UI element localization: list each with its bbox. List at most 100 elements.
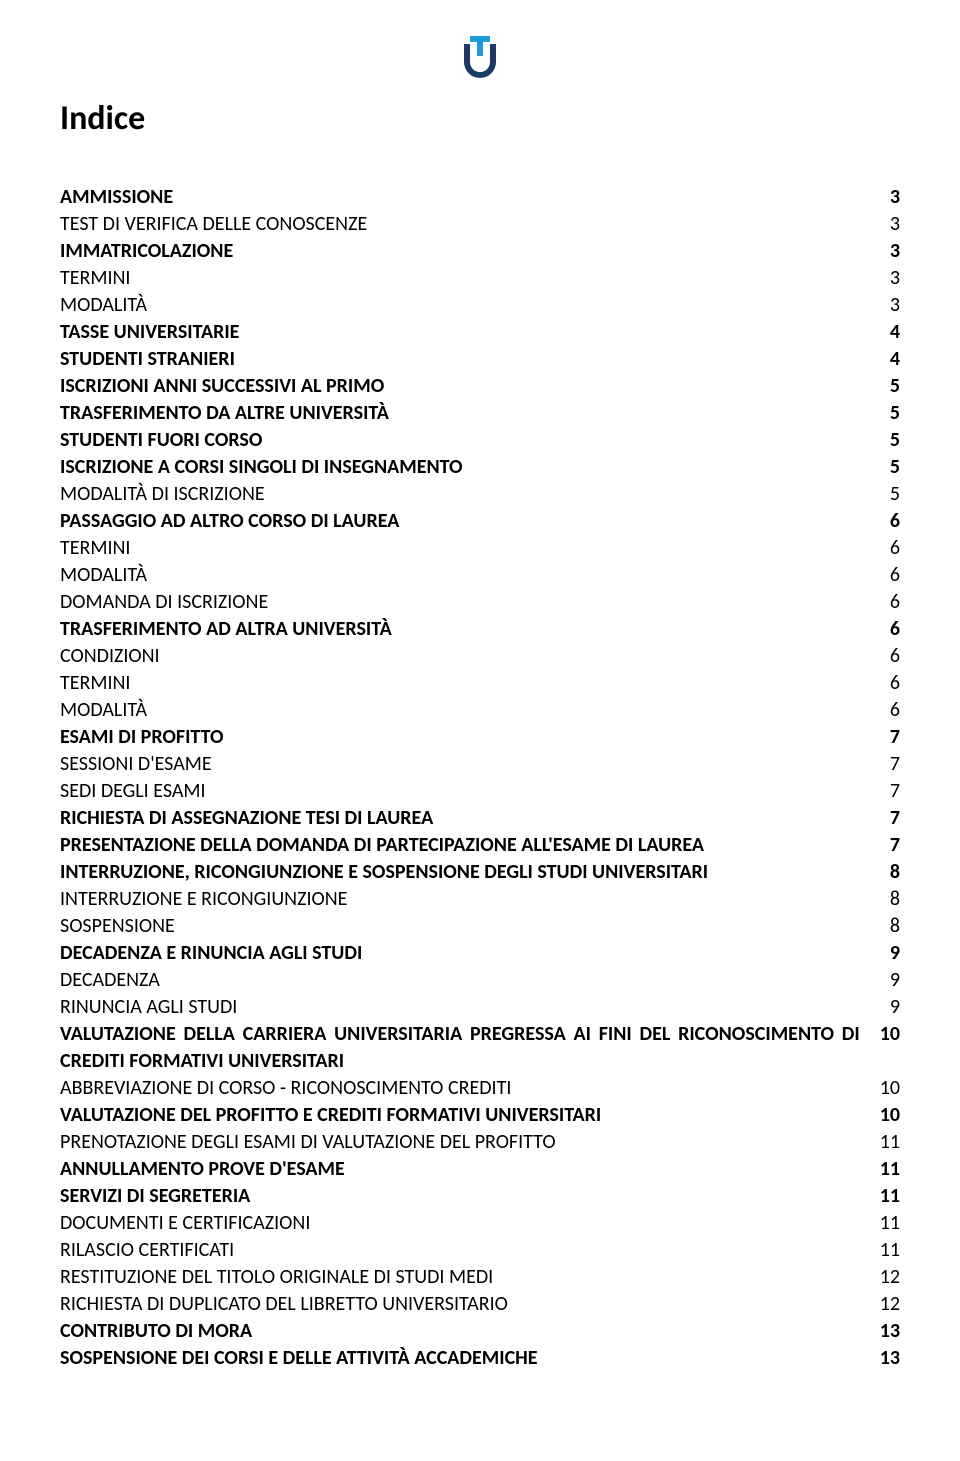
toc-entry-page: 7	[890, 778, 900, 805]
toc-entry-label: CONDIZIONI	[60, 643, 890, 670]
toc-entry: RINUNCIA AGLI STUDI9	[60, 994, 900, 1021]
toc-entry-page: 6	[890, 562, 900, 589]
toc-entry-label: RINUNCIA AGLI STUDI	[60, 994, 890, 1021]
toc-entry: MODALITÀ DI ISCRIZIONE5	[60, 481, 900, 508]
toc-entry-page: 6	[890, 670, 900, 697]
toc-entry: TERMINI6	[60, 670, 900, 697]
toc-entry: TEST DI VERIFICA DELLE CONOSCENZE3	[60, 211, 900, 238]
toc-entry: DOCUMENTI E CERTIFICAZIONI11	[60, 1210, 900, 1237]
toc-entry-page: 3	[890, 184, 900, 211]
toc-entry: SERVIZI DI SEGRETERIA11	[60, 1183, 900, 1210]
header-logo-wrap	[60, 30, 900, 78]
toc-entry-page: 13	[880, 1318, 900, 1345]
toc-entry-page: 7	[890, 724, 900, 751]
toc-entry-label: DECADENZA	[60, 967, 890, 994]
toc-entry-label: RILASCIO CERTIFICATI	[60, 1237, 880, 1264]
toc-entry: INTERRUZIONE E RICONGIUNZIONE8	[60, 886, 900, 913]
toc-entry-label: ABBREVIAZIONE DI CORSO - RICONOSCIMENTO …	[60, 1075, 880, 1102]
toc-entry: MODALITÀ6	[60, 697, 900, 724]
toc-entry-label: DOMANDA DI ISCRIZIONE	[60, 589, 890, 616]
toc-entry: TASSE UNIVERSITARIE4	[60, 319, 900, 346]
toc-entry: SOSPENSIONE DEI CORSI E DELLE ATTIVITÀ A…	[60, 1345, 900, 1372]
toc-entry-page: 5	[890, 481, 900, 508]
toc-entry: RESTITUZIONE DEL TITOLO ORIGINALE DI STU…	[60, 1264, 900, 1291]
toc-entry: ABBREVIAZIONE DI CORSO - RICONOSCIMENTO …	[60, 1075, 900, 1102]
toc-entry: DECADENZA9	[60, 967, 900, 994]
toc-entry-page: 7	[890, 751, 900, 778]
toc-entry-label: TRASFERIMENTO DA ALTRE UNIVERSITÀ	[60, 400, 890, 427]
toc-entry: ISCRIZIONE A CORSI SINGOLI DI INSEGNAMEN…	[60, 454, 900, 481]
toc-entry-page: 10	[880, 1075, 900, 1102]
toc-entry: SESSIONI D'ESAME7	[60, 751, 900, 778]
toc-entry-page: 12	[880, 1264, 900, 1291]
toc-entry-page: 10	[880, 1021, 900, 1048]
page-title: Indice	[60, 98, 900, 139]
toc-entry: PASSAGGIO AD ALTRO CORSO DI LAUREA6	[60, 508, 900, 535]
toc-entry-page: 11	[880, 1183, 900, 1210]
toc-entry: TERMINI6	[60, 535, 900, 562]
toc-entry: RICHIESTA DI ASSEGNAZIONE TESI DI LAUREA…	[60, 805, 900, 832]
toc-entry-label: MODALITÀ	[60, 697, 890, 724]
toc-entry-label: PRENOTAZIONE DEGLI ESAMI DI VALUTAZIONE …	[60, 1129, 880, 1156]
toc-entry-label: TERMINI	[60, 265, 890, 292]
toc-entry-page: 9	[890, 940, 900, 967]
toc-entry: VALUTAZIONE DELLA CARRIERA UNIVERSITARIA…	[60, 1021, 900, 1075]
toc-entry-label: STUDENTI FUORI CORSO	[60, 427, 890, 454]
toc-entry-label: RESTITUZIONE DEL TITOLO ORIGINALE DI STU…	[60, 1264, 880, 1291]
toc-entry: TRASFERIMENTO DA ALTRE UNIVERSITÀ5	[60, 400, 900, 427]
toc-entry: RILASCIO CERTIFICATI11	[60, 1237, 900, 1264]
toc-entry-page: 6	[890, 616, 900, 643]
toc-entry: DOMANDA DI ISCRIZIONE6	[60, 589, 900, 616]
toc-entry-label: MODALITÀ	[60, 562, 890, 589]
toc-entry-page: 6	[890, 643, 900, 670]
toc-entry-label: ISCRIZIONI ANNI SUCCESSIVI AL PRIMO	[60, 373, 890, 400]
toc-entry-page: 8	[890, 913, 900, 940]
toc-entry-page: 3	[890, 238, 900, 265]
toc-entry-label: STUDENTI STRANIERI	[60, 346, 890, 373]
toc-entry-page: 13	[880, 1345, 900, 1372]
toc-entry-label: ISCRIZIONE A CORSI SINGOLI DI INSEGNAMEN…	[60, 454, 890, 481]
toc-entry: PRESENTAZIONE DELLA DOMANDA DI PARTECIPA…	[60, 832, 900, 859]
toc-entry-page: 4	[890, 319, 900, 346]
toc-entry-page: 9	[890, 994, 900, 1021]
toc-entry-page: 5	[890, 400, 900, 427]
toc-entry-label: CONTRIBUTO DI MORA	[60, 1318, 880, 1345]
toc-entry: CONTRIBUTO DI MORA13	[60, 1318, 900, 1345]
toc-entry: MODALITÀ6	[60, 562, 900, 589]
toc-entry: INTERRUZIONE, RICONGIUNZIONE E SOSPENSIO…	[60, 859, 900, 886]
toc-entry-label: INTERRUZIONE, RICONGIUNZIONE E SOSPENSIO…	[60, 859, 890, 886]
toc-entry: STUDENTI STRANIERI4	[60, 346, 900, 373]
toc-entry: STUDENTI FUORI CORSO5	[60, 427, 900, 454]
toc-entry-page: 8	[890, 886, 900, 913]
toc-entry: MODALITÀ3	[60, 292, 900, 319]
toc-entry-page: 3	[890, 211, 900, 238]
toc-entry-page: 11	[880, 1129, 900, 1156]
toc-entry-page: 3	[890, 292, 900, 319]
toc-entry-label: VALUTAZIONE DELLA CARRIERA UNIVERSITARIA…	[60, 1021, 880, 1075]
toc-entry-label: SESSIONI D'ESAME	[60, 751, 890, 778]
toc-entry-label: RICHIESTA DI DUPLICATO DEL LIBRETTO UNIV…	[60, 1291, 880, 1318]
toc-entry-label: ANNULLAMENTO PROVE D'ESAME	[60, 1156, 880, 1183]
toc-entry-label: PASSAGGIO AD ALTRO CORSO DI LAUREA	[60, 508, 890, 535]
toc-entry-page: 5	[890, 454, 900, 481]
toc-entry-label: SOSPENSIONE DEI CORSI E DELLE ATTIVITÀ A…	[60, 1345, 880, 1372]
toc-entry: SEDI DEGLI ESAMI7	[60, 778, 900, 805]
toc-entry: ISCRIZIONI ANNI SUCCESSIVI AL PRIMO5	[60, 373, 900, 400]
toc-entry-page: 6	[890, 589, 900, 616]
toc-entry: SOSPENSIONE8	[60, 913, 900, 940]
toc-entry-label: VALUTAZIONE DEL PROFITTO E CREDITI FORMA…	[60, 1102, 880, 1129]
toc-entry-page: 11	[880, 1210, 900, 1237]
toc-entry-label: TRASFERIMENTO AD ALTRA UNIVERSITÀ	[60, 616, 890, 643]
toc-entry: CONDIZIONI6	[60, 643, 900, 670]
toc-entry: VALUTAZIONE DEL PROFITTO E CREDITI FORMA…	[60, 1102, 900, 1129]
toc-entry-page: 6	[890, 535, 900, 562]
toc-entry-label: MODALITÀ	[60, 292, 890, 319]
toc-entry-label: ESAMI DI PROFITTO	[60, 724, 890, 751]
toc-entry-label: TERMINI	[60, 535, 890, 562]
toc-entry: TRASFERIMENTO AD ALTRA UNIVERSITÀ6	[60, 616, 900, 643]
toc-entry-page: 5	[890, 427, 900, 454]
toc-entry-label: TASSE UNIVERSITARIE	[60, 319, 890, 346]
toc-entry-label: IMMATRICOLAZIONE	[60, 238, 890, 265]
toc-entry-page: 7	[890, 805, 900, 832]
toc-entry: AMMISSIONE3	[60, 184, 900, 211]
